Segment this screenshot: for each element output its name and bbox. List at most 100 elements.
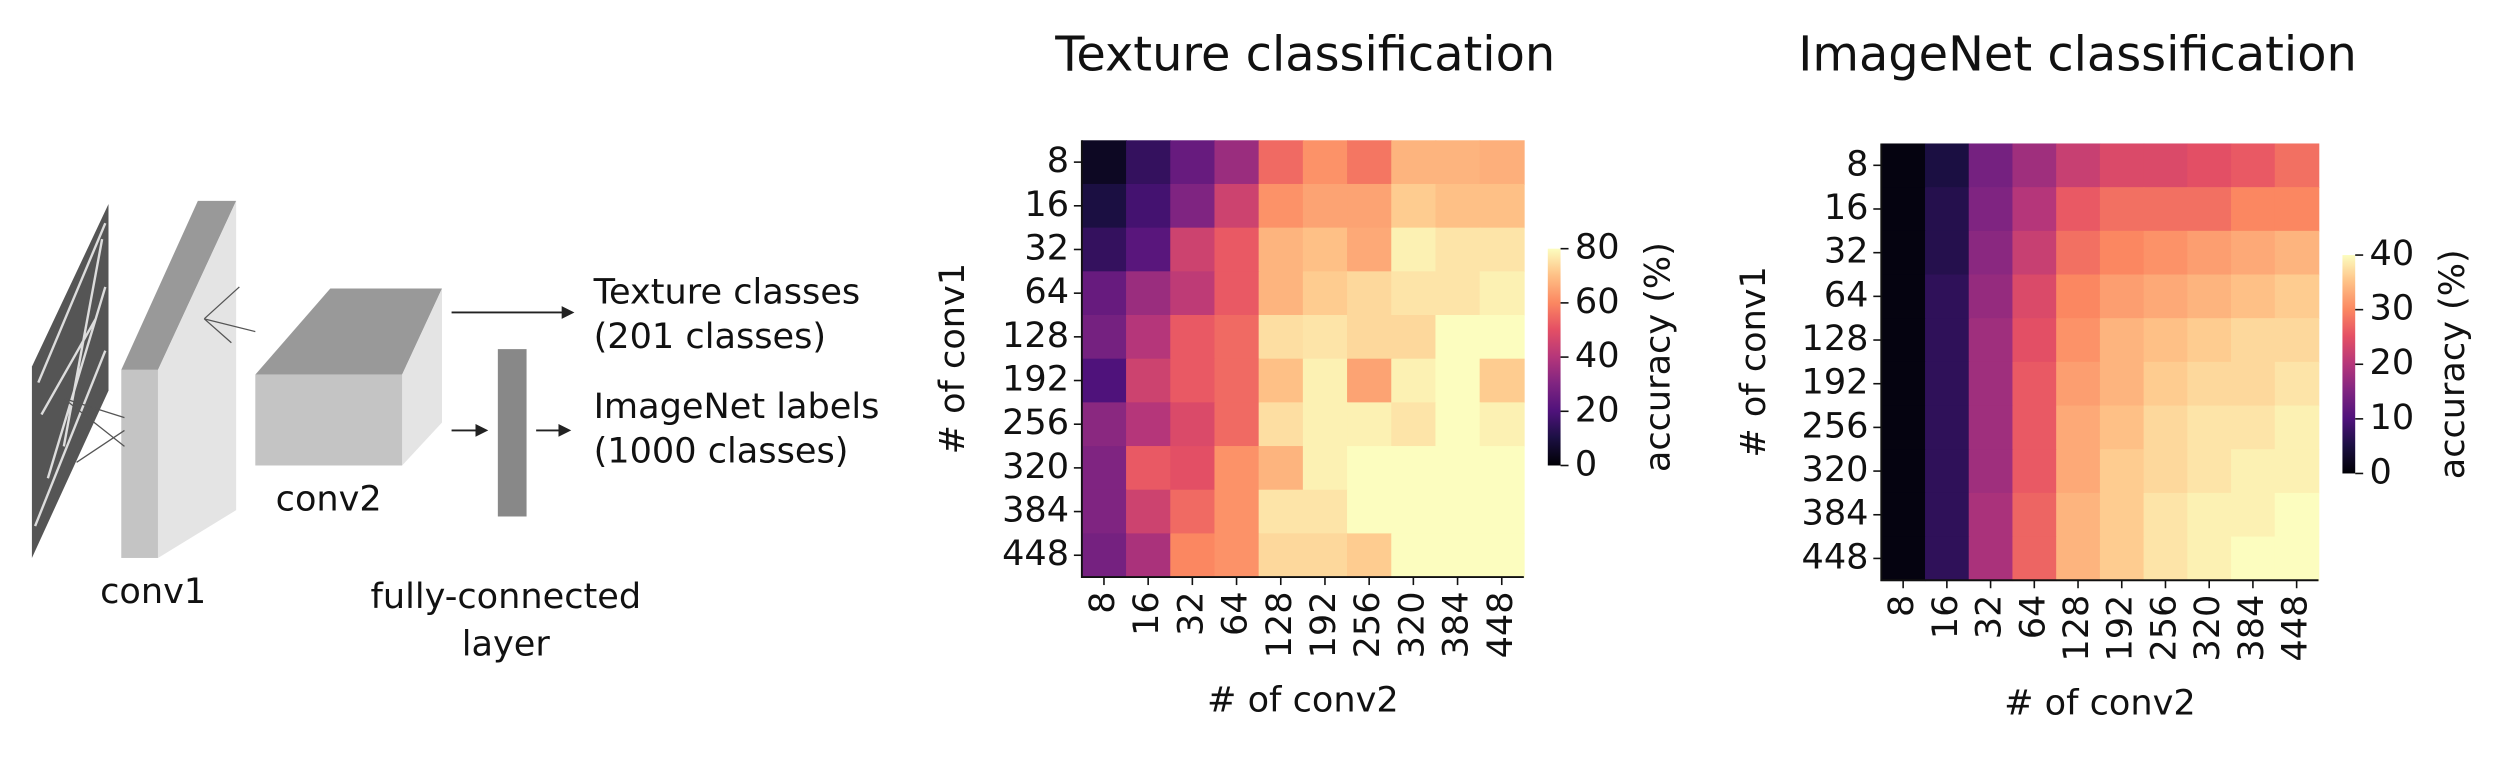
- heatmap-cell: [2143, 405, 2189, 451]
- heatmap-cell: [1170, 489, 1216, 535]
- heatmap-cell: [2012, 187, 2057, 232]
- heatmap-cell: [1479, 227, 1525, 273]
- heatmap-cell: [2099, 361, 2145, 407]
- heatmap-cell: [1968, 361, 2014, 407]
- heatmap-cell: [2012, 405, 2057, 451]
- heatmap-cell: [1925, 492, 1970, 538]
- output-label: ImageNet labels: [594, 386, 880, 427]
- output-label: (201 classes): [594, 316, 827, 357]
- y-tick-label: 16: [1824, 187, 1869, 228]
- heatmap-cell: [2274, 405, 2320, 451]
- heatmap-cell: [2012, 318, 2057, 363]
- heatmap-cell: [1258, 402, 1304, 447]
- heatmap-cell: [1435, 402, 1481, 447]
- heatmap-cell: [1214, 446, 1260, 491]
- heatmap-cell: [1081, 183, 1127, 229]
- heatmap-cell: [1302, 489, 1348, 535]
- y-tick-label: 256: [1002, 402, 1069, 443]
- heatmap-cell: [1170, 533, 1216, 578]
- heatmap-cell: [2143, 449, 2189, 494]
- heatmap-cell: [2099, 492, 2145, 538]
- colorbar-tick-label: 60: [1575, 281, 1620, 322]
- x-tick-label: 32: [1170, 591, 1211, 636]
- y-tick-label: 448: [1002, 533, 1069, 574]
- heatmap-cell: [2274, 361, 2320, 407]
- heatmap-cell: [1925, 230, 1970, 276]
- x-tick-label: 128: [1259, 591, 1300, 658]
- x-tick-label: 448: [1480, 591, 1521, 658]
- heatmap-cell: [1391, 446, 1437, 491]
- heatmap-cell: [1968, 318, 2014, 363]
- heatmap-cell: [1435, 446, 1481, 491]
- heatmap-cell: [1391, 140, 1437, 185]
- y-tick-label: 8: [1047, 140, 1069, 181]
- heatmap-cell: [1479, 183, 1525, 229]
- heatmap-cell: [2143, 492, 2189, 538]
- x-tick-label: 384: [1436, 591, 1477, 658]
- heatmap-cell: [1881, 536, 1926, 582]
- x-axis-label: # of conv2: [2004, 683, 2196, 724]
- heatmap-cell: [1302, 402, 1348, 447]
- colorbar-tick-label: 30: [2370, 288, 2415, 329]
- colorbar: [1547, 248, 1561, 466]
- heatmap-cell: [1968, 405, 2014, 451]
- heatmap-cell: [1881, 405, 1926, 451]
- x-tick-label: 8: [1881, 595, 1922, 617]
- x-tick-label: 384: [2231, 595, 2272, 662]
- x-tick-label: 128: [2056, 595, 2097, 662]
- receptive-lines: [63, 286, 256, 463]
- heatmap-cell: [2056, 230, 2101, 276]
- heatmap-cell: [1881, 318, 1926, 363]
- heatmap-cell: [1968, 187, 2014, 232]
- heatmap-cell: [2056, 361, 2101, 407]
- conv2-label: conv2: [276, 479, 382, 520]
- heatmap-cell: [1081, 227, 1127, 273]
- heatmap-cell: [1126, 227, 1172, 273]
- heatmap-cell: [2231, 187, 2276, 232]
- heatmap-cell: [2099, 536, 2145, 582]
- heatmap-cell: [2274, 449, 2320, 494]
- y-tick-label: 16: [1024, 184, 1069, 225]
- heatmap-cell: [2274, 492, 2320, 538]
- colorbar-label: accuracy (%): [2432, 249, 2473, 479]
- heatmap-cell: [1925, 405, 1970, 451]
- heatmap-cell: [1925, 143, 1970, 188]
- heatmap-cell: [2056, 405, 2101, 451]
- heatmap-cell: [2231, 143, 2276, 188]
- heatmap-cell: [1968, 449, 2014, 494]
- heatmap-cell: [1170, 446, 1216, 491]
- heatmap-cell: [1391, 402, 1437, 447]
- heatmap-cell: [1391, 227, 1437, 273]
- heatmap-cell: [1258, 315, 1304, 360]
- output-label: (1000 classes): [594, 431, 849, 472]
- heatmap-cell: [2056, 449, 2101, 494]
- heatmap-cell: [1479, 140, 1525, 185]
- heatmap-cell: [1479, 446, 1525, 491]
- fc-label: fully-connected: [370, 576, 641, 617]
- heatmap-cell: [2012, 449, 2057, 494]
- colorbar-tick-label: 20: [1575, 389, 1620, 430]
- heatmap-cell: [1479, 358, 1525, 404]
- heatmap-cell: [1435, 183, 1481, 229]
- x-tick-label: 32: [1969, 595, 2010, 640]
- x-tick-label: 16: [1126, 591, 1167, 636]
- heatmap-cell: [1925, 536, 1970, 582]
- heatmap-cell: [2099, 449, 2145, 494]
- heatmap-cell: [1126, 183, 1172, 229]
- x-tick-label: 256: [1347, 591, 1388, 658]
- y-tick-label: 64: [1824, 274, 1869, 315]
- heatmap-cell: [1881, 361, 1926, 407]
- heatmap-cell: [1214, 271, 1260, 316]
- heatmap-cell: [1925, 274, 1970, 319]
- heatmap-cell: [1968, 536, 2014, 582]
- heatmap-cell: [1435, 315, 1481, 360]
- heatmap-cell: [2099, 230, 2145, 276]
- heatmap-cell: [1925, 449, 1970, 494]
- heatmap-cell: [2187, 536, 2232, 582]
- heatmap-cell: [2274, 318, 2320, 363]
- axis-spine: [1880, 143, 2319, 582]
- heatmap-cell: [2099, 318, 2145, 363]
- x-tick-label: 64: [1215, 591, 1256, 636]
- heatmap-cell: [2143, 536, 2189, 582]
